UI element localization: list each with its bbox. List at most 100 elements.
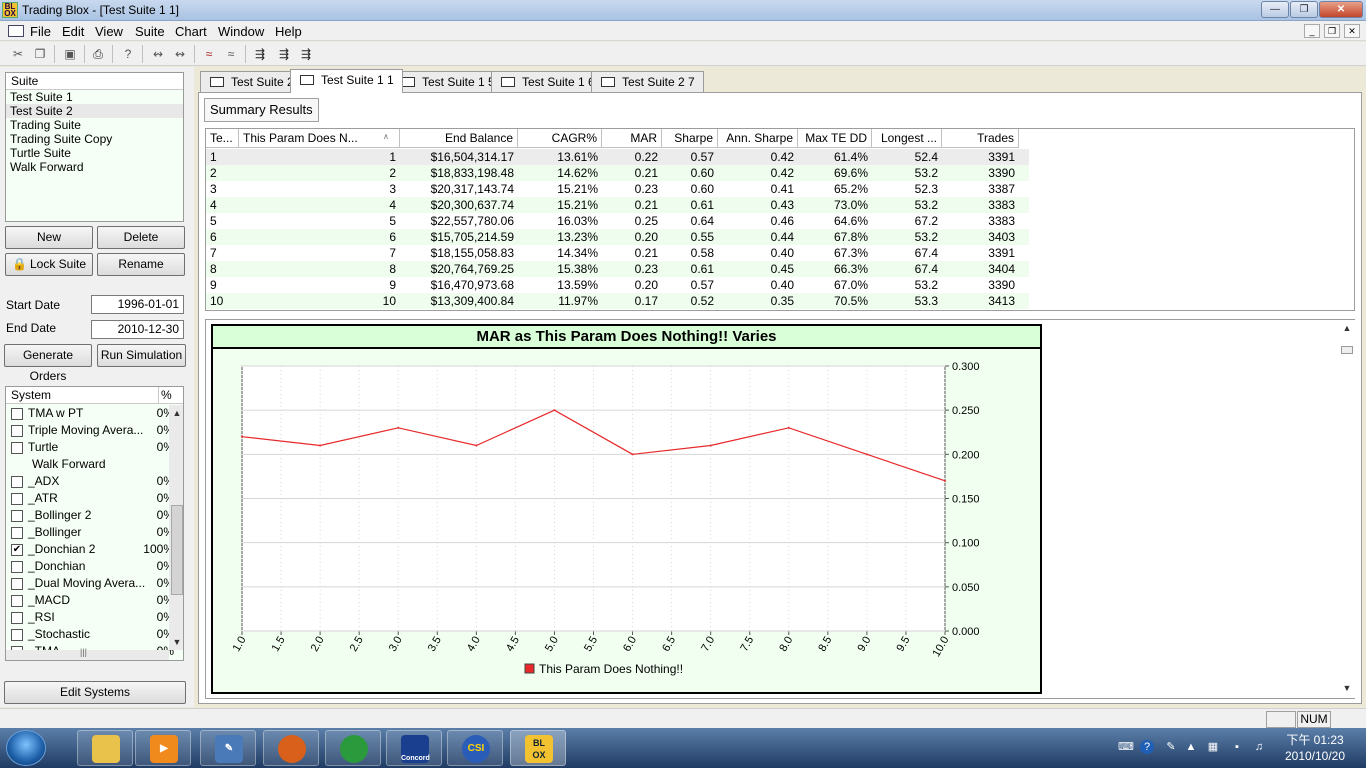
- price-chart-2-icon[interactable]: ⇶: [278, 47, 290, 61]
- minimize-button[interactable]: —: [1261, 1, 1289, 18]
- scroll-up-arrow-icon[interactable]: ▲: [172, 408, 182, 418]
- print-icon[interactable]: ⎙: [93, 47, 103, 61]
- bar-chart-alt-icon[interactable]: ↭: [174, 47, 186, 61]
- checkbox[interactable]: [11, 442, 23, 454]
- tab-test-suite-2[interactable]: Test Suite 2: [200, 71, 303, 92]
- menu-help[interactable]: Help: [275, 24, 302, 39]
- column-header[interactable]: Sharpe: [662, 129, 718, 148]
- menu-edit[interactable]: Edit: [62, 24, 85, 39]
- menu-view[interactable]: View: [95, 24, 123, 39]
- system-list-item[interactable]: Turtle 0%: [10, 439, 174, 456]
- price-chart-icon[interactable]: ⇶: [254, 47, 266, 61]
- menu-file[interactable]: File: [30, 24, 51, 39]
- mdi-close-button[interactable]: ✕: [1344, 24, 1360, 38]
- column-header[interactable]: Trades: [942, 129, 1019, 148]
- column-header[interactable]: Te...: [206, 129, 239, 148]
- table-row[interactable]: 3 3 $20,317,143.74 15.21% 0.23 0.60 0.41 65.2% 5…: [206, 181, 1029, 197]
- scroll-thumb[interactable]: [171, 505, 183, 595]
- signal-icon[interactable]: ▪: [1235, 741, 1239, 753]
- help-icon[interactable]: ?: [124, 47, 132, 61]
- table-row[interactable]: 6 6 $15,705,214.59 13.23% 0.20 0.55 0.44 67.8% 5…: [206, 229, 1029, 245]
- system-list-item[interactable]: _MACD 0%: [10, 592, 174, 609]
- system-list-item[interactable]: _Donchian 0%: [10, 558, 174, 575]
- scroll-down-arrow-icon[interactable]: ▼: [1342, 683, 1352, 693]
- column-header[interactable]: End Balance: [400, 129, 518, 148]
- show-hidden-icons-icon[interactable]: ▲: [1185, 741, 1197, 753]
- suite-list[interactable]: Suite Test Suite 1 Test Suite 2 Trading …: [5, 72, 184, 222]
- taskbar-concord[interactable]: Concord: [386, 730, 442, 766]
- end-date-field[interactable]: 2010-12-30: [91, 320, 184, 339]
- menu-suite[interactable]: Suite: [135, 24, 165, 39]
- system-list-item[interactable]: _Bollinger 2 0%: [10, 507, 174, 524]
- checkbox[interactable]: [11, 408, 23, 420]
- chart-scrollbar[interactable]: ▲ ▼: [1339, 320, 1355, 698]
- volume-icon[interactable]: ♫: [1254, 741, 1264, 753]
- scroll-up-arrow-icon[interactable]: ▲: [1342, 323, 1352, 333]
- generate-orders-button[interactable]: Generate Orders: [4, 344, 92, 383]
- cut-icon[interactable]: ✂: [12, 47, 24, 61]
- scroll-grip-icon[interactable]: [1341, 346, 1353, 354]
- table-row[interactable]: 8 8 $20,764,769.25 15.38% 0.23 0.61 0.45 66.3% 6…: [206, 261, 1029, 277]
- rename-suite-button[interactable]: Rename: [97, 253, 185, 276]
- trading-blox-app-icon[interactable]: BL OX: [2, 2, 18, 18]
- equity-chart-icon[interactable]: ≈: [205, 47, 213, 61]
- suite-item[interactable]: Turtle Suite: [10, 146, 71, 160]
- scroll-down-arrow-icon[interactable]: ▼: [172, 637, 182, 647]
- system-list-item[interactable]: ✔ _Donchian 2 100%: [10, 541, 174, 558]
- suite-item[interactable]: Walk Forward: [10, 160, 84, 174]
- system-list-item[interactable]: TMA w PT 0%: [10, 405, 174, 422]
- network-icon[interactable]: ▦: [1207, 741, 1219, 753]
- table-row[interactable]: 5 5 $22,557,780.06 16.03% 0.25 0.64 0.46 64.6% 6…: [206, 213, 1029, 229]
- table-row[interactable]: 1 1 $16,504,314.17 13.61% 0.22 0.57 0.42 61.4% 5…: [206, 149, 1029, 165]
- drawdown-chart-icon[interactable]: ≈: [227, 47, 235, 61]
- maximize-button[interactable]: ❐: [1290, 1, 1318, 18]
- price-chart-3-icon[interactable]: ⇶: [300, 47, 312, 61]
- system-list-scrollbar[interactable]: ▲ ▼: [169, 405, 183, 650]
- system-list-item[interactable]: Triple Moving Avera... 0%: [10, 422, 174, 439]
- suite-item[interactable]: Test Suite 1: [10, 90, 73, 104]
- suite-item[interactable]: Trading Suite: [10, 118, 81, 132]
- document-window-icon[interactable]: [8, 25, 24, 37]
- tab-test-suite-1-1[interactable]: Test Suite 1 1: [290, 69, 403, 93]
- column-header[interactable]: Max TE DD: [798, 129, 872, 148]
- paste-icon[interactable]: ▣: [64, 47, 76, 61]
- taskbar-trading-blox[interactable]: BL OX: [510, 730, 566, 766]
- delete-suite-button[interactable]: Delete: [97, 226, 185, 249]
- checkbox[interactable]: [11, 578, 23, 590]
- checkbox[interactable]: [11, 476, 23, 488]
- copy-icon[interactable]: ❐: [34, 47, 46, 61]
- table-row[interactable]: 7 7 $18,155,058.83 14.34% 0.21 0.58 0.40 67.3% 6…: [206, 245, 1029, 261]
- checkbox[interactable]: [11, 612, 23, 624]
- start-date-field[interactable]: 1996-01-01: [91, 295, 184, 314]
- menu-window[interactable]: Window: [218, 24, 265, 39]
- checkbox[interactable]: [11, 629, 23, 641]
- column-header[interactable]: Longest ...: [872, 129, 942, 148]
- suite-item[interactable]: Trading Suite Copy: [10, 132, 113, 146]
- menu-chart[interactable]: Chart: [175, 24, 207, 39]
- keyboard-icon[interactable]: ⌨: [1118, 741, 1134, 753]
- taskbar-media-player[interactable]: ▶: [135, 730, 191, 766]
- mdi-minimize-button[interactable]: _: [1304, 24, 1320, 38]
- checkbox[interactable]: [11, 493, 23, 505]
- summary-results-tab[interactable]: Summary Results: [204, 98, 319, 122]
- system-list-item[interactable]: _Bollinger 0%: [10, 524, 174, 541]
- tab-test-suite-1-5[interactable]: Test Suite 1 5: [391, 71, 504, 92]
- system-list[interactable]: System % TMA w PT 0% Triple Moving Avera..…: [5, 386, 184, 661]
- column-header[interactable]: Ann. Sharpe: [718, 129, 798, 148]
- system-list-item[interactable]: _ATR 0%: [10, 490, 174, 507]
- table-row[interactable]: 9 9 $16,470,973.68 13.59% 0.20 0.57 0.40 67.0% 5…: [206, 277, 1029, 293]
- system-list-item[interactable]: _ADX 0%: [10, 473, 174, 490]
- lock-suite-button[interactable]: 🔒 Lock Suite: [5, 253, 93, 276]
- column-header[interactable]: This Param Does N...: [239, 129, 400, 148]
- system-list-hscrollbar[interactable]: |||: [6, 647, 169, 660]
- taskbar-csi[interactable]: CSI: [447, 730, 503, 766]
- language-icon[interactable]: ✎: [1166, 741, 1176, 753]
- suite-item[interactable]: Test Suite 2: [6, 104, 183, 118]
- taskbar-messenger[interactable]: [325, 730, 381, 766]
- system-list-item[interactable]: Walk Forward: [10, 456, 174, 473]
- system-list-item[interactable]: _RSI 0%: [10, 609, 174, 626]
- checkbox[interactable]: [11, 510, 23, 522]
- column-header[interactable]: MAR: [602, 129, 662, 148]
- checkbox[interactable]: [11, 425, 23, 437]
- tab-test-suite-1-6[interactable]: Test Suite 1 6: [491, 71, 604, 92]
